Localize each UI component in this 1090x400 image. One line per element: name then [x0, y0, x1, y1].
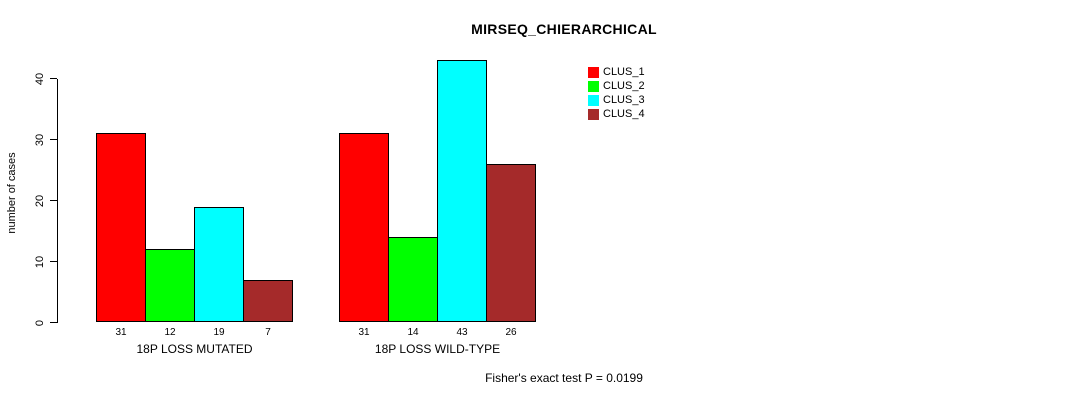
bar-value-label: 12 [164, 327, 176, 338]
y-tick-label: 20 [34, 194, 46, 207]
bar-clus_3 [437, 60, 487, 323]
y-tick-mark [50, 200, 57, 201]
bar-value-label: 43 [456, 327, 468, 338]
bar-value-label: 7 [265, 327, 271, 338]
y-tick-label: 10 [34, 255, 46, 268]
bar-value-label: 19 [213, 327, 225, 338]
bar-clus_4 [243, 279, 293, 323]
bar-value-label: 14 [407, 327, 419, 338]
y-axis-label: number of cases [6, 152, 18, 234]
bar-clus_2 [388, 237, 438, 323]
bar-value-label: 31 [358, 327, 370, 338]
legend-item: CLUS_1 [588, 65, 645, 79]
legend-swatch-clus_3 [588, 94, 599, 106]
category-label: 18P LOSS MUTATED [136, 342, 253, 356]
category-label: 18P LOSS WILD-TYPE [374, 342, 501, 356]
legend-item: CLUS_3 [588, 93, 645, 107]
bar-clus_2 [145, 249, 195, 323]
legend-label: CLUS_3 [603, 94, 645, 106]
bar-value-label: 26 [505, 327, 517, 338]
legend-swatch-clus_4 [588, 108, 599, 120]
y-tick-mark [50, 261, 57, 262]
legend-label: CLUS_4 [603, 108, 645, 120]
legend-swatch-clus_1 [588, 66, 599, 78]
legend-label: CLUS_1 [603, 66, 645, 78]
y-axis-line [57, 78, 58, 323]
y-tick-label: 30 [34, 133, 46, 146]
bar-clus_3 [194, 206, 244, 323]
bar-value-label: 31 [115, 327, 127, 338]
legend-item: CLUS_4 [588, 107, 645, 121]
bar-clus_1 [96, 133, 146, 323]
bar-clus_1 [339, 133, 389, 323]
chart-title: MIRSEQ_CHIERARCHICAL [471, 21, 657, 37]
legend-swatch-clus_2 [588, 80, 599, 92]
legend-label: CLUS_2 [603, 80, 645, 92]
y-tick-label: 0 [34, 319, 46, 326]
bar-clus_4 [486, 163, 536, 323]
y-tick-mark [50, 322, 57, 323]
y-tick-mark [50, 78, 57, 79]
y-tick-label: 40 [34, 72, 46, 85]
y-tick-mark [50, 139, 57, 140]
annotation-text: Fisher's exact test P = 0.0199 [485, 371, 643, 385]
legend: CLUS_1 CLUS_2 CLUS_3 CLUS_4 [588, 65, 645, 121]
legend-item: CLUS_2 [588, 79, 645, 93]
